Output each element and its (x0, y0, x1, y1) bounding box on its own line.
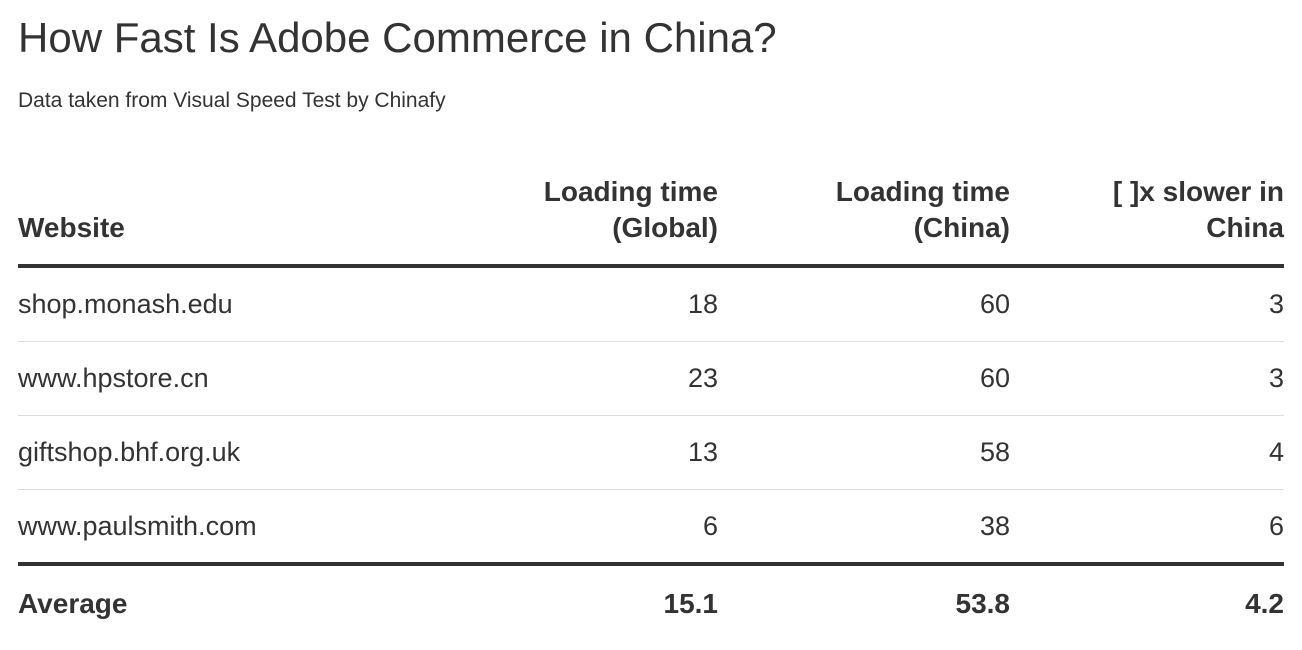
cell-ratio: 3 (1268, 363, 1284, 393)
header-loading-time-china: Loading time (China) (835, 176, 1010, 243)
cell-website: www.paulsmith.com (18, 511, 257, 541)
cell-global: 23 (687, 363, 718, 393)
cell-china: 38 (979, 511, 1010, 541)
page-title: How Fast Is Adobe Commerce in China? (18, 14, 777, 61)
header-website: Website (18, 212, 125, 243)
cell-global: 6 (702, 511, 718, 541)
cell-website: www.hpstore.cn (18, 363, 209, 393)
cell-china: 58 (979, 437, 1010, 467)
cell-china: 60 (979, 289, 1010, 319)
cell-ratio: 3 (1268, 289, 1284, 319)
table-row: www.hpstore.cn 23 60 3 (18, 342, 1284, 416)
table-row: giftshop.bhf.org.uk 13 58 4 (18, 416, 1284, 490)
cell-china: 60 (979, 363, 1010, 393)
table-average-row: Average 15.1 53.8 4.2 (18, 566, 1284, 642)
average-ratio: 4.2 (1245, 588, 1284, 619)
cell-ratio: 6 (1268, 511, 1284, 541)
table-row: shop.monash.edu 18 60 3 (18, 268, 1284, 342)
table-row: www.paulsmith.com 6 38 6 (18, 490, 1284, 566)
page-subtitle: Data taken from Visual Speed Test by Chi… (18, 89, 446, 112)
data-table: Website Loading time (Global) Loading ti… (18, 170, 1284, 642)
average-label: Average (18, 588, 128, 619)
cell-global: 18 (687, 289, 718, 319)
cell-global: 13 (687, 437, 718, 467)
average-global: 15.1 (663, 588, 719, 619)
cell-website: shop.monash.edu (18, 289, 233, 319)
cell-website: giftshop.bhf.org.uk (18, 437, 241, 467)
header-slower-ratio: [ ]x slower in China (1112, 176, 1284, 243)
table-header-row: Website Loading time (Global) Loading ti… (18, 170, 1284, 268)
cell-ratio: 4 (1268, 437, 1284, 467)
header-loading-time-global: Loading time (Global) (543, 176, 718, 243)
average-china: 53.8 (955, 588, 1011, 619)
